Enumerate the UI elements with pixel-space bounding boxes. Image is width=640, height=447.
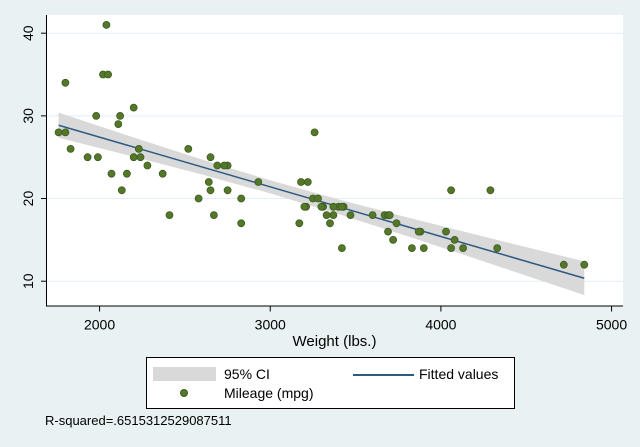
- scatter-point: [213, 161, 222, 170]
- scatter-point: [206, 186, 215, 195]
- scatter-point: [329, 202, 338, 211]
- scatter-point: [54, 128, 63, 137]
- scatter-point: [116, 112, 124, 120]
- scatter-point: [223, 186, 232, 195]
- scatter-point: [447, 186, 456, 195]
- scatter-point: [337, 244, 346, 253]
- axes: [46, 15, 623, 307]
- legend-label-fitted-values: Fitted values: [419, 366, 499, 382]
- scatter-point: [184, 144, 193, 153]
- scatter-point: [134, 144, 143, 153]
- scatter-point: [107, 169, 116, 178]
- scatter-point: [129, 153, 138, 162]
- y-tick-label: 40: [20, 25, 36, 41]
- scatter-point: [407, 244, 416, 253]
- x-tick-label: 2000: [84, 317, 115, 333]
- scatter-point: [194, 194, 203, 203]
- scatter-point: [384, 227, 392, 236]
- scatter-point: [117, 186, 126, 195]
- scatter-point: [322, 211, 331, 220]
- scatter-point: [297, 178, 305, 186]
- scatter-point: [66, 144, 75, 153]
- legend-label-ci: 95% CI: [224, 366, 270, 382]
- x-tick-label: 3000: [255, 317, 286, 333]
- legend-label-mileage: Mileage (mpg): [224, 385, 314, 401]
- scatter-point: [158, 169, 167, 178]
- scatter-point: [419, 244, 428, 253]
- scatter-point: [314, 194, 322, 203]
- y-tick-label: 10: [20, 273, 36, 289]
- scatter-point: [123, 169, 131, 178]
- scatter-point: [337, 202, 346, 211]
- scatter-point: [209, 211, 218, 220]
- plot-layers: 10 20 30 40 2000 3000 4000 5000: [20, 15, 627, 333]
- y-tick-label: 20: [20, 191, 36, 207]
- scatter-point: [206, 153, 215, 162]
- x-tick-label: 4000: [425, 317, 456, 333]
- scatter-point: [254, 178, 263, 186]
- scatter-point: [414, 227, 423, 236]
- scatter-point: [459, 244, 468, 253]
- fitted-line-swatch: [353, 374, 414, 376]
- scatter-point: [165, 211, 174, 220]
- scatter-point: [295, 219, 304, 228]
- scatter-point: [317, 202, 326, 211]
- scatter-point: [204, 178, 213, 186]
- scatter-point: [300, 202, 309, 211]
- scatter-point: [61, 78, 70, 87]
- scatter-point: [61, 128, 70, 137]
- scatter-point: [129, 103, 138, 112]
- scatter-point: [136, 153, 145, 162]
- scatter-point: [392, 219, 401, 228]
- scatter-point: [92, 112, 101, 120]
- scatter-point: [83, 153, 92, 162]
- scatter-point: [237, 219, 246, 228]
- scatter-point: [486, 186, 495, 195]
- x-tick-label: 5000: [596, 317, 627, 333]
- scatter-point: [368, 211, 377, 220]
- scatter-point: [329, 211, 338, 220]
- scatter-point: [220, 161, 229, 170]
- scatter-point: [450, 235, 459, 244]
- scatter-point: [442, 227, 450, 236]
- x-axis-title: Weight (lbs.): [293, 333, 377, 350]
- scatter-point: [447, 244, 456, 253]
- scatter-point: [559, 260, 568, 269]
- scatter-point: [385, 211, 394, 220]
- scatter-point: [493, 244, 502, 253]
- scatter-point: [346, 211, 355, 220]
- scatter-point: [94, 153, 102, 162]
- y-tick-label: 30: [20, 108, 36, 124]
- scatter-point: [326, 219, 334, 228]
- scatter-point: [310, 128, 319, 137]
- fitted-line: [58, 124, 585, 279]
- scatter-point: [580, 260, 589, 269]
- scatter-point: [104, 70, 112, 79]
- scatter-point: [237, 194, 246, 203]
- scatter-point: [303, 178, 312, 186]
- legend: 95% CI Fitted values Mileage (mpg): [146, 357, 515, 409]
- scatter-marker-swatch: [180, 389, 188, 397]
- scatter-point: [143, 161, 152, 170]
- ci-band-swatch: [153, 367, 216, 381]
- scatter-point: [102, 20, 111, 29]
- r-squared-note: R-squared=.6515312529087511: [45, 413, 232, 428]
- scatter-point: [114, 120, 123, 128]
- scatter-point: [389, 235, 398, 244]
